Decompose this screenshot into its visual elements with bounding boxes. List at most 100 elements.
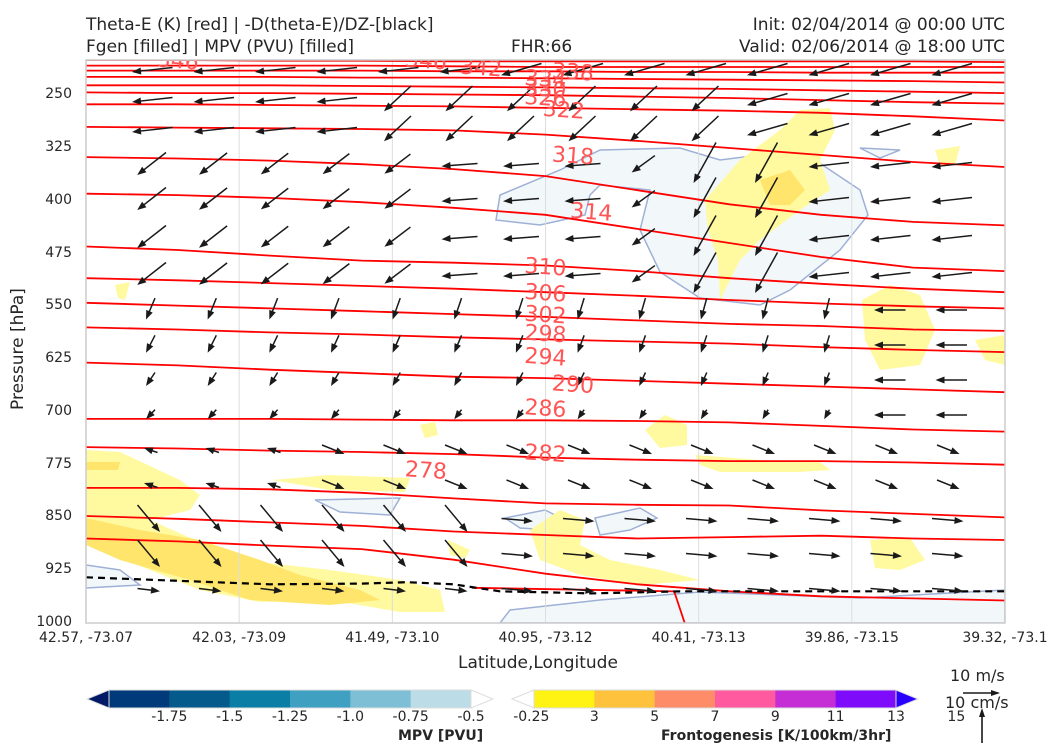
wind-vector-head bbox=[445, 102, 455, 112]
wind-vector-head bbox=[747, 129, 757, 137]
wind-vector-head bbox=[631, 274, 641, 283]
wind-vector-head bbox=[457, 447, 468, 454]
wind-vector-head bbox=[826, 482, 837, 489]
colorbar-bin bbox=[410, 690, 472, 708]
wind-vector-head bbox=[631, 199, 641, 208]
wind-vector bbox=[874, 306, 906, 314]
colorbar-tick-label: 7 bbox=[710, 709, 720, 725]
wind-vector-head bbox=[503, 162, 513, 170]
wind-vector-head bbox=[330, 376, 339, 386]
wind-vector-shaft bbox=[694, 215, 717, 253]
colorbar-frame bbox=[533, 689, 897, 709]
x-tick-label: 41.49, -73.10 bbox=[345, 630, 440, 646]
wind-vector-head bbox=[132, 127, 142, 135]
contour-label: 302 bbox=[524, 302, 568, 330]
wind-vector-head bbox=[874, 306, 883, 314]
wind-vector bbox=[515, 372, 524, 386]
y-tick-label: 550 bbox=[45, 297, 72, 314]
contour-label: 314 bbox=[570, 199, 614, 227]
wind-vector-head bbox=[564, 197, 574, 205]
wind-vector-head bbox=[515, 309, 523, 320]
wind-vector bbox=[936, 479, 960, 489]
wind-vector-head bbox=[931, 129, 942, 137]
wind-vector bbox=[144, 482, 158, 490]
wind-vector-head bbox=[935, 306, 945, 314]
wind-vector bbox=[752, 444, 775, 454]
wind-vector bbox=[136, 539, 160, 567]
wind-vector-head bbox=[193, 97, 203, 105]
wind-vector-head bbox=[384, 102, 393, 112]
wind-vector bbox=[507, 115, 535, 142]
wind-vector-head bbox=[523, 551, 533, 559]
wind-vector bbox=[384, 263, 411, 284]
colorbar-tick-label: 11 bbox=[826, 709, 845, 725]
wind-vector-shaft bbox=[873, 92, 911, 105]
wind-vector bbox=[755, 142, 779, 183]
wind-vector-head bbox=[503, 197, 513, 205]
wind-vector bbox=[874, 376, 906, 384]
wind-vector-head bbox=[699, 309, 707, 320]
wind-vector-head bbox=[267, 482, 277, 490]
wind-vector bbox=[747, 122, 788, 137]
wind-vector-head bbox=[630, 132, 639, 142]
wind-vector-head bbox=[454, 376, 462, 386]
wind-vector bbox=[199, 152, 228, 175]
wind-vector-head bbox=[144, 447, 154, 455]
contour-label: 278 bbox=[404, 457, 448, 485]
wind-vector-head bbox=[151, 522, 160, 532]
colorbar-tick-label: 15 bbox=[947, 709, 966, 725]
wind-vector bbox=[639, 409, 648, 420]
wind-vector bbox=[564, 197, 601, 205]
wind-vector-head bbox=[392, 410, 401, 420]
wind-vector-shaft bbox=[873, 161, 911, 168]
colorbar-extend-left bbox=[510, 689, 535, 709]
wind-vector bbox=[931, 551, 964, 559]
wind-vector-shaft bbox=[873, 62, 911, 75]
wind-vector-head bbox=[577, 343, 585, 353]
wind-vector-head bbox=[137, 166, 147, 175]
wind-vector-head bbox=[151, 557, 160, 567]
wind-vector-shaft bbox=[136, 504, 159, 530]
wind-vector-shaft bbox=[570, 115, 597, 140]
fgen-region bbox=[272, 475, 410, 492]
wind-vector-head bbox=[700, 376, 708, 386]
wind-vector-shaft bbox=[812, 92, 850, 105]
wind-vector-head bbox=[515, 376, 524, 386]
wind-vector bbox=[931, 586, 964, 594]
colorbar-tick-label: -0.5 bbox=[457, 709, 485, 725]
wind-vector-shaft bbox=[812, 196, 850, 203]
wind-vector-head bbox=[762, 409, 771, 420]
wind-vector bbox=[321, 444, 345, 454]
wind-vector bbox=[629, 444, 652, 454]
wind-vector-head bbox=[693, 283, 701, 293]
wind-vector-head bbox=[316, 67, 326, 75]
contour-label: 298 bbox=[524, 321, 568, 349]
wind-vector bbox=[454, 372, 463, 386]
wind-vector-head bbox=[150, 586, 160, 594]
wind-vector bbox=[392, 297, 401, 320]
wind-vector-head bbox=[397, 522, 406, 532]
wind-vector bbox=[444, 504, 468, 532]
wind-vector-head bbox=[580, 447, 591, 454]
wind-vector bbox=[441, 197, 478, 205]
wind-vector-shaft bbox=[263, 152, 289, 173]
wind-vector bbox=[624, 551, 656, 559]
wind-vector bbox=[384, 188, 411, 209]
wind-vector-shaft bbox=[445, 197, 478, 202]
wind-vector-head bbox=[808, 69, 819, 77]
wind-vector-head bbox=[685, 69, 696, 77]
wind-vector bbox=[624, 586, 656, 594]
wind-vector-shaft bbox=[756, 177, 779, 215]
wind-vector bbox=[685, 586, 718, 594]
wind-vector bbox=[823, 335, 831, 353]
wind-vector bbox=[144, 447, 158, 455]
wind-vector bbox=[564, 272, 601, 280]
theta-e-contour bbox=[86, 277, 1005, 310]
wind-vector bbox=[198, 539, 222, 567]
wind-vector-head bbox=[137, 201, 147, 210]
wind-vector-shaft bbox=[447, 85, 474, 110]
wind-vector-head bbox=[700, 343, 708, 353]
wind-vector-head bbox=[761, 309, 769, 320]
wind-vector bbox=[931, 234, 973, 243]
contour-label: 342 bbox=[459, 55, 503, 83]
